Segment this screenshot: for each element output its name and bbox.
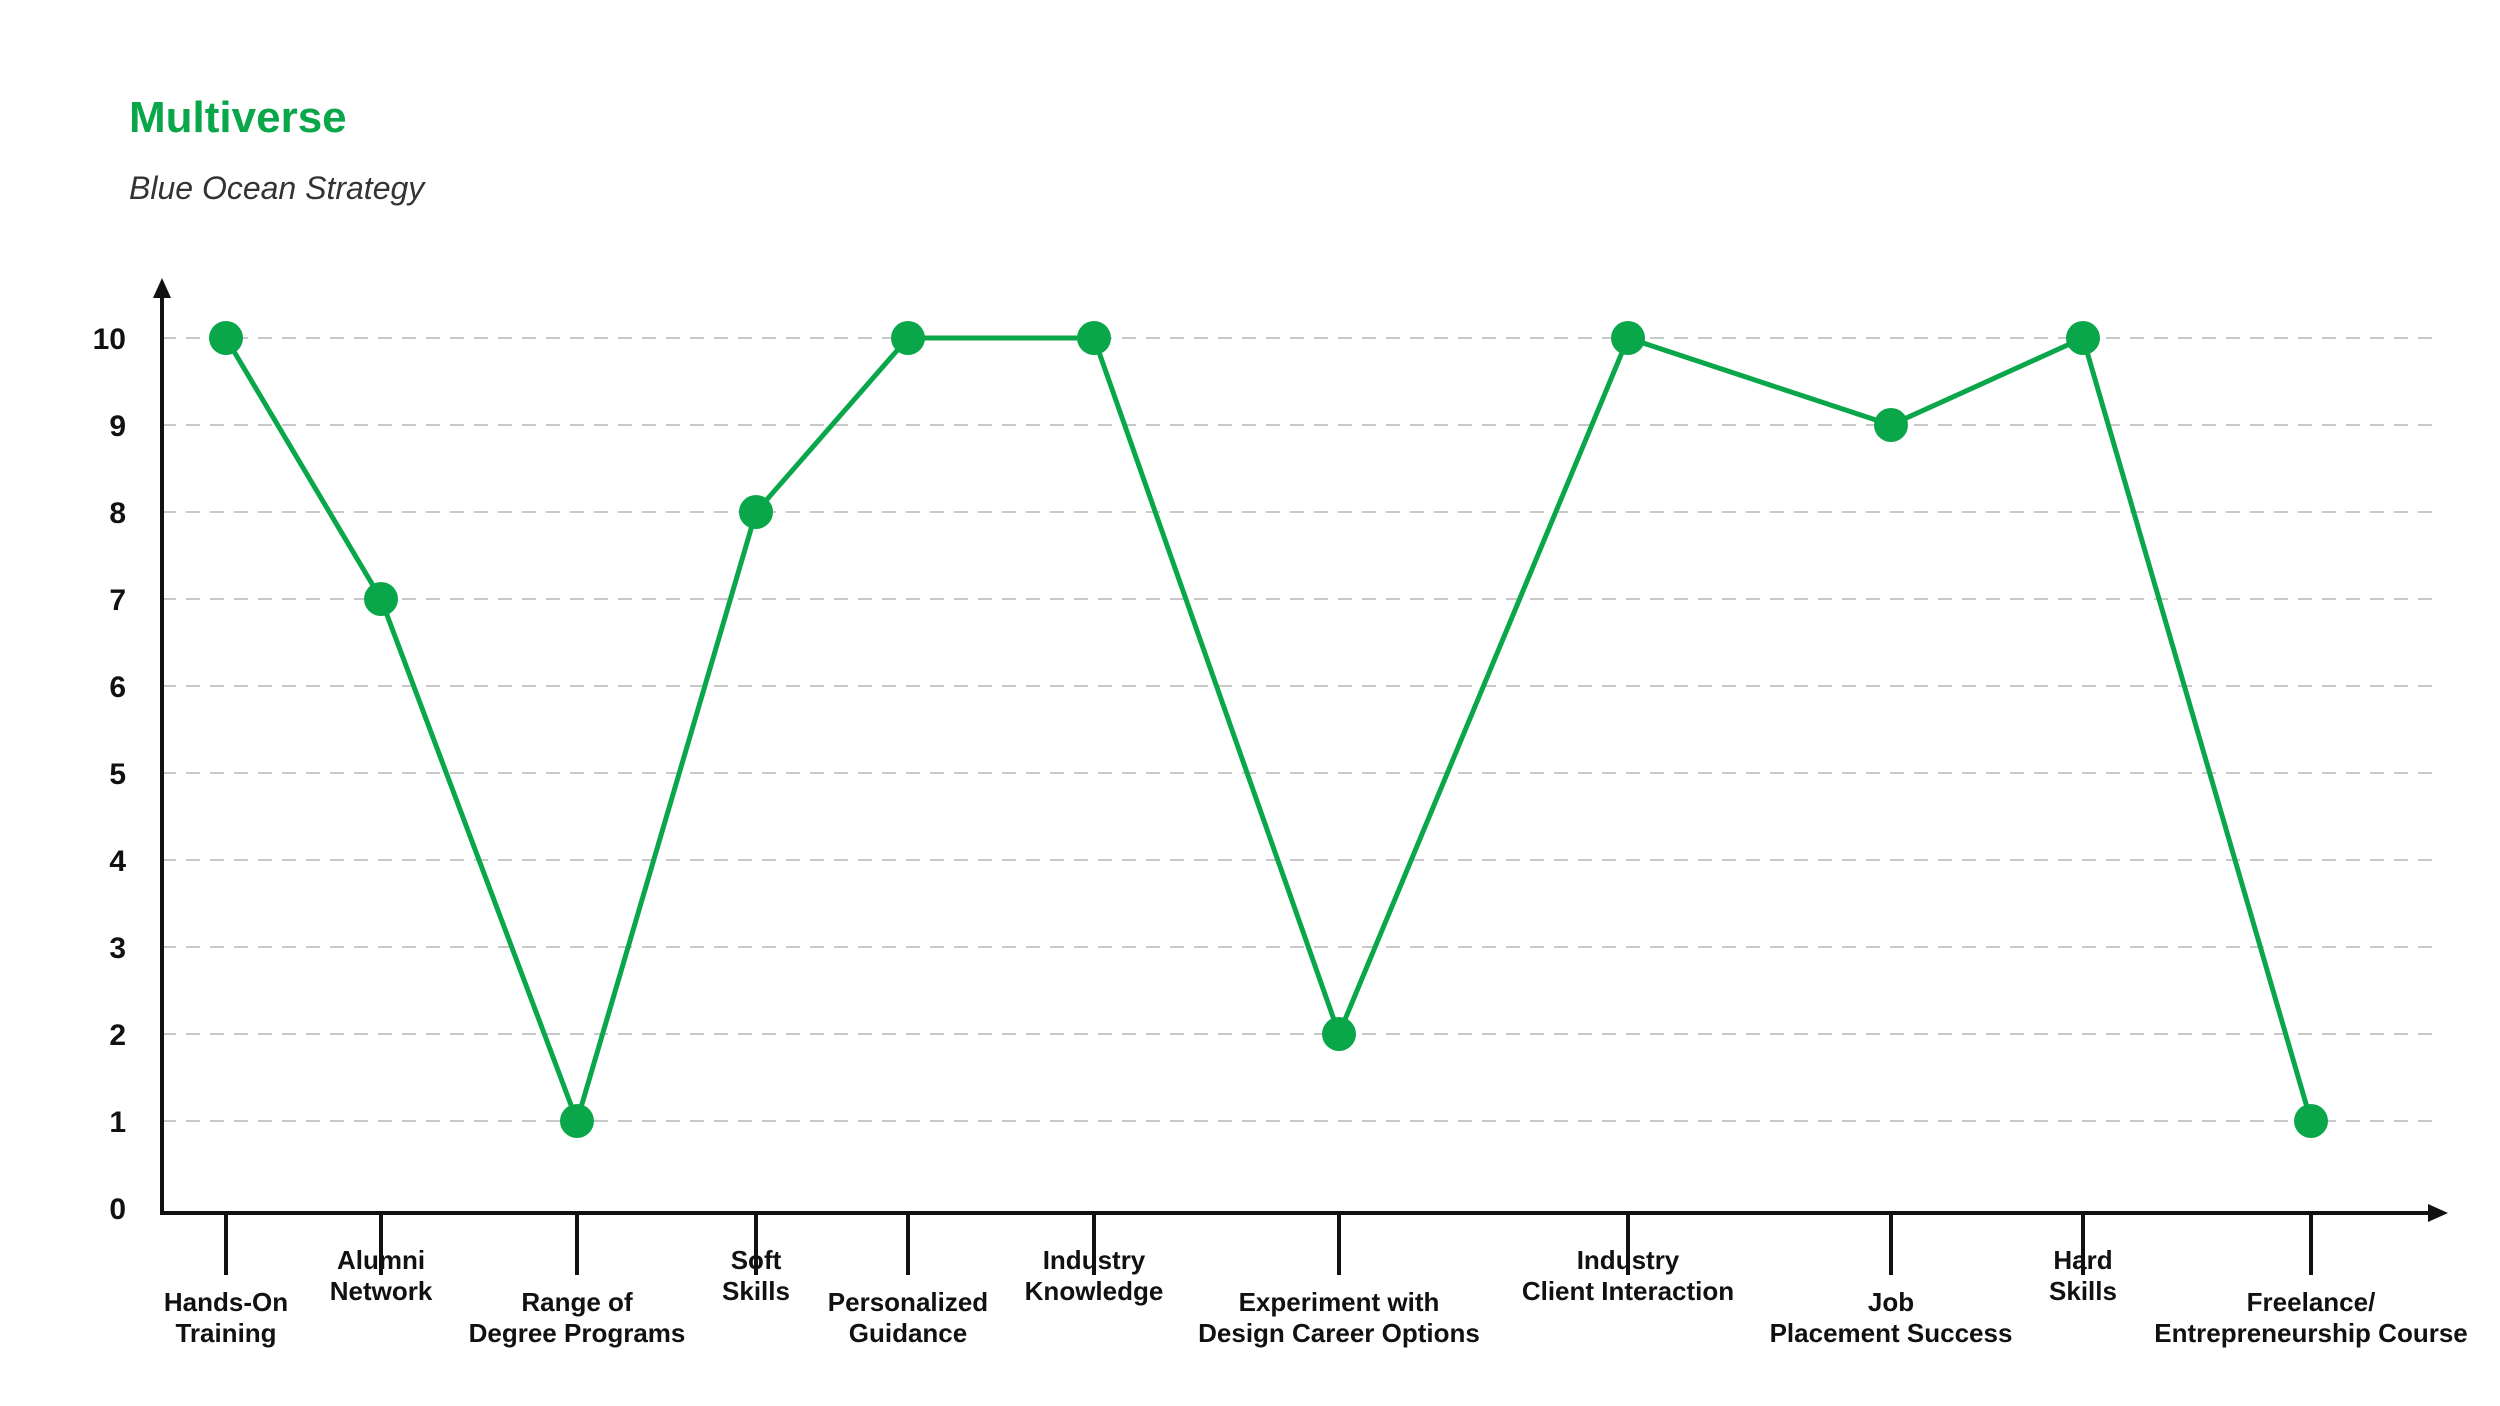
y-tick-label: 6 [109, 671, 126, 704]
chart-title: Multiverse [129, 93, 347, 142]
x-tick-label-line: Freelance/ [2247, 1287, 2376, 1317]
data-point [209, 321, 243, 355]
y-tick-label: 4 [109, 845, 126, 878]
x-tick-label: Experiment with Design Career Options [1198, 1287, 1480, 1348]
x-tick-label-line: Network [330, 1276, 433, 1306]
x-tick-label: Personalized Guidance [828, 1287, 988, 1348]
x-tick-label: Freelance/Entrepreneurship Course [2154, 1287, 2468, 1348]
data-point [739, 495, 773, 529]
x-tick-label-line: Industry [1043, 1245, 1146, 1275]
x-axis-arrow [2428, 1204, 2448, 1222]
x-tick-label-line: Range of [521, 1287, 633, 1317]
x-tick-label-line: Training [175, 1318, 276, 1348]
x-tick-label-line: Degree Programs [469, 1318, 686, 1348]
x-tick-label-line: Knowledge [1025, 1276, 1164, 1306]
data-point [891, 321, 925, 355]
x-tick-label: Range of Degree Programs [469, 1287, 686, 1348]
y-tick-label: 5 [109, 758, 126, 791]
x-tick-label-line: Job [1868, 1287, 1914, 1317]
y-tick-label: 3 [109, 932, 126, 965]
x-tick-label-line: Hard [2053, 1245, 2112, 1275]
x-tick-label: Job Placement Success [1770, 1287, 2013, 1348]
x-tick-label: Alumni Network [330, 1245, 433, 1306]
x-tick-label-line: Alumni [337, 1245, 425, 1275]
y-tick-label: 8 [109, 497, 126, 530]
x-tick-label-line: Hands-On [164, 1287, 288, 1317]
x-tick-label: Hard Skills [2049, 1245, 2117, 1306]
data-point [1611, 321, 1645, 355]
data-point [364, 582, 398, 616]
x-tick-label: Industry Client Interaction [1522, 1245, 1734, 1306]
data-point [560, 1104, 594, 1138]
x-tick-label: Industry Knowledge [1025, 1245, 1164, 1306]
data-point [2066, 321, 2100, 355]
x-tick-label-line: Skills [2049, 1276, 2117, 1306]
x-tick-label-line: Industry [1577, 1245, 1680, 1275]
x-tick-label: Hands-On Training [164, 1287, 288, 1348]
y-tick-label: 9 [109, 410, 126, 443]
data-point [1077, 321, 1111, 355]
x-tick-label-line: Placement Success [1770, 1318, 2013, 1348]
data-point [2294, 1104, 2328, 1138]
series-line [223, 335, 2314, 1124]
y-tick-label: 1 [109, 1106, 126, 1139]
x-tick-label-line: Personalized [828, 1287, 988, 1317]
x-tick-label-line: Entrepreneurship Course [2154, 1318, 2468, 1348]
chart-subtitle: Blue Ocean Strategy [129, 170, 425, 206]
data-point [1322, 1017, 1356, 1051]
x-tick-label-line: Experiment with [1239, 1287, 1440, 1317]
data-point [1874, 408, 1908, 442]
x-tick-label-line: Soft [731, 1245, 782, 1275]
x-tick-label-line: Client Interaction [1522, 1276, 1734, 1306]
y-tick-label: 10 [93, 323, 126, 356]
x-tick-label-line: Guidance [849, 1318, 967, 1348]
x-tick-label-line: Design Career Options [1198, 1318, 1480, 1348]
y-tick-label: 0 [109, 1193, 126, 1226]
y-tick-label: 2 [109, 1019, 126, 1052]
y-axis-arrow [153, 278, 171, 298]
y-tick-label: 7 [109, 584, 126, 617]
x-tick-label-line: Skills [722, 1276, 790, 1306]
x-tick-label: Soft Skills [722, 1245, 790, 1306]
